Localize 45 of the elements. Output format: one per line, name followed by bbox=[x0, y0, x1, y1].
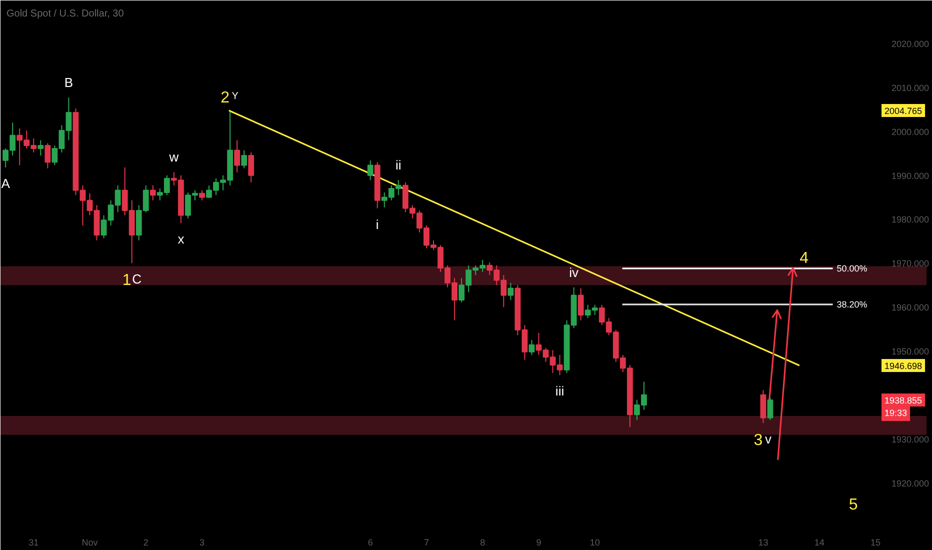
y-tick-label: 2010.000 bbox=[892, 82, 930, 93]
x-tick-label: 6 bbox=[368, 538, 373, 548]
annotation: B bbox=[64, 75, 74, 90]
x-tick-label: 13 bbox=[758, 538, 768, 548]
annotation: 19:33 bbox=[884, 408, 908, 418]
annotation: i bbox=[376, 216, 379, 232]
x-tick-label: Nov bbox=[82, 538, 98, 548]
annotation: 3 bbox=[754, 432, 763, 450]
x-tick-label: 31 bbox=[28, 538, 39, 548]
y-tick-label: 1980.000 bbox=[892, 214, 930, 225]
y-tick-label: 1930.000 bbox=[892, 434, 930, 444]
y-tick-label: 1960.000 bbox=[892, 302, 930, 313]
annotation: 1946.698 bbox=[884, 361, 922, 372]
annotation: ii bbox=[396, 158, 402, 173]
x-tick-label: 10 bbox=[590, 538, 600, 548]
annotation: v bbox=[764, 432, 772, 447]
annotation: 1 bbox=[122, 272, 132, 290]
x-tick-label: 9 bbox=[536, 538, 542, 548]
annotation: 1938.855 bbox=[884, 395, 922, 406]
y-tick-label: 1970.000 bbox=[892, 258, 930, 269]
annotation: 5 bbox=[848, 496, 858, 514]
annotation: A bbox=[1, 176, 10, 191]
annotation: iv bbox=[569, 264, 579, 280]
x-tick-label: 14 bbox=[814, 538, 824, 548]
x-tick-label: 2 bbox=[143, 538, 148, 548]
annotation: 4 bbox=[800, 250, 809, 267]
annotation: C bbox=[132, 272, 142, 287]
y-tick-label: 2020.000 bbox=[892, 39, 930, 50]
y-tick-label: 1990.000 bbox=[892, 170, 930, 181]
annotation: 38.20% bbox=[836, 299, 868, 310]
x-tick-label: 15 bbox=[870, 538, 880, 548]
annotation: x bbox=[178, 232, 185, 247]
y-tick-label: 1950.000 bbox=[892, 346, 930, 357]
y-tick-label: 2000.000 bbox=[892, 126, 930, 137]
annotation: Y bbox=[232, 91, 239, 102]
y-tick-label: 1920.000 bbox=[892, 478, 930, 488]
annotation: iii bbox=[555, 384, 564, 399]
text: Gold Spot / U.S. Dollar, 30 bbox=[6, 8, 124, 20]
annotation: 2 bbox=[220, 90, 230, 107]
x-tick-label: 8 bbox=[480, 538, 486, 548]
annotation: 50.00% bbox=[836, 263, 868, 274]
annotation: w bbox=[168, 150, 180, 165]
x-tick-label: 3 bbox=[199, 538, 205, 548]
x-tick-label: 7 bbox=[424, 538, 429, 548]
annotation: 2004.765 bbox=[884, 106, 922, 116]
